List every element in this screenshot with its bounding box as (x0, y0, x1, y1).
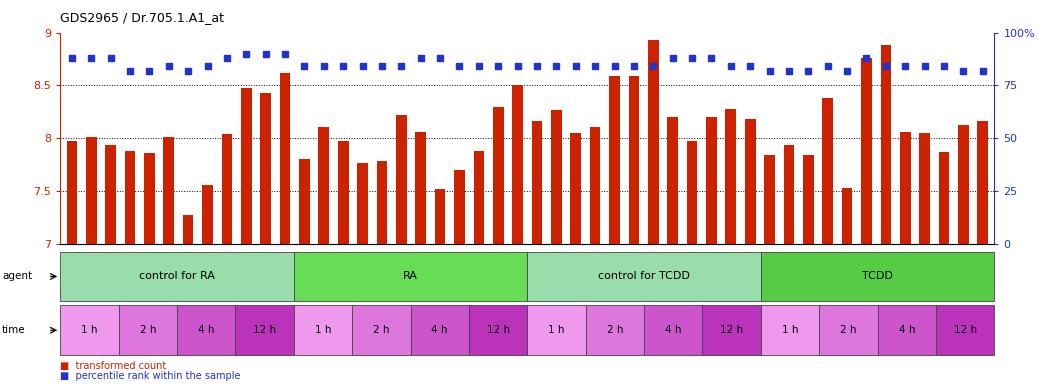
Bar (958, 124, 968, 244)
Bar (629, 76, 639, 244)
Bar (163, 137, 174, 244)
Text: time: time (2, 325, 26, 335)
Bar (337, 141, 349, 244)
Bar (938, 152, 950, 244)
Text: 1 h: 1 h (315, 325, 331, 335)
Bar (531, 121, 542, 244)
Bar (726, 109, 736, 244)
Text: control for TCDD: control for TCDD (598, 271, 690, 281)
Bar (687, 141, 698, 244)
Bar (86, 137, 97, 244)
Text: RA: RA (403, 271, 418, 281)
Bar (920, 133, 930, 244)
Bar (299, 159, 309, 244)
Bar (435, 189, 445, 244)
Bar (745, 119, 756, 244)
Bar (590, 127, 600, 244)
Text: 1 h: 1 h (81, 325, 98, 335)
Bar (473, 151, 484, 244)
Bar (357, 162, 367, 244)
Bar (784, 144, 794, 244)
Text: 4 h: 4 h (899, 325, 916, 335)
Bar (415, 132, 426, 244)
Bar (395, 115, 407, 244)
Text: 12 h: 12 h (720, 325, 743, 335)
Bar (513, 86, 523, 244)
Text: ■  transformed count: ■ transformed count (60, 361, 166, 371)
Bar (183, 215, 193, 244)
Bar (241, 88, 251, 244)
Text: ■  percentile rank within the sample: ■ percentile rank within the sample (60, 371, 241, 381)
Bar (202, 185, 213, 244)
Bar (377, 161, 387, 244)
Bar (648, 40, 659, 244)
Bar (803, 155, 814, 244)
Text: 12 h: 12 h (253, 325, 276, 335)
Text: agent: agent (2, 271, 32, 281)
Bar (880, 45, 892, 244)
Bar (571, 133, 581, 244)
Text: 12 h: 12 h (954, 325, 977, 335)
Bar (842, 188, 852, 244)
Bar (667, 117, 678, 244)
Text: 2 h: 2 h (840, 325, 856, 335)
Bar (609, 76, 620, 244)
Bar (261, 93, 271, 244)
Text: 1 h: 1 h (782, 325, 798, 335)
Bar (105, 144, 116, 244)
Bar (493, 106, 503, 244)
Text: 2 h: 2 h (139, 325, 156, 335)
Bar (900, 132, 910, 244)
Bar (66, 141, 77, 244)
Bar (455, 170, 465, 244)
Text: 4 h: 4 h (432, 325, 448, 335)
Text: TCDD: TCDD (863, 271, 893, 281)
Bar (551, 110, 562, 244)
Bar (125, 151, 135, 244)
Bar (822, 98, 834, 244)
Bar (764, 155, 775, 244)
Text: control for RA: control for RA (139, 271, 215, 281)
Text: 4 h: 4 h (665, 325, 682, 335)
Bar (144, 153, 155, 244)
Text: 1 h: 1 h (548, 325, 565, 335)
Text: GDS2965 / Dr.705.1.A1_at: GDS2965 / Dr.705.1.A1_at (60, 12, 224, 25)
Bar (221, 134, 233, 244)
Bar (862, 58, 872, 244)
Text: 2 h: 2 h (606, 325, 623, 335)
Text: 12 h: 12 h (487, 325, 510, 335)
Bar (279, 73, 291, 244)
Text: 4 h: 4 h (198, 325, 215, 335)
Bar (978, 121, 988, 244)
Bar (319, 127, 329, 244)
Bar (706, 117, 717, 244)
Text: 2 h: 2 h (373, 325, 389, 335)
